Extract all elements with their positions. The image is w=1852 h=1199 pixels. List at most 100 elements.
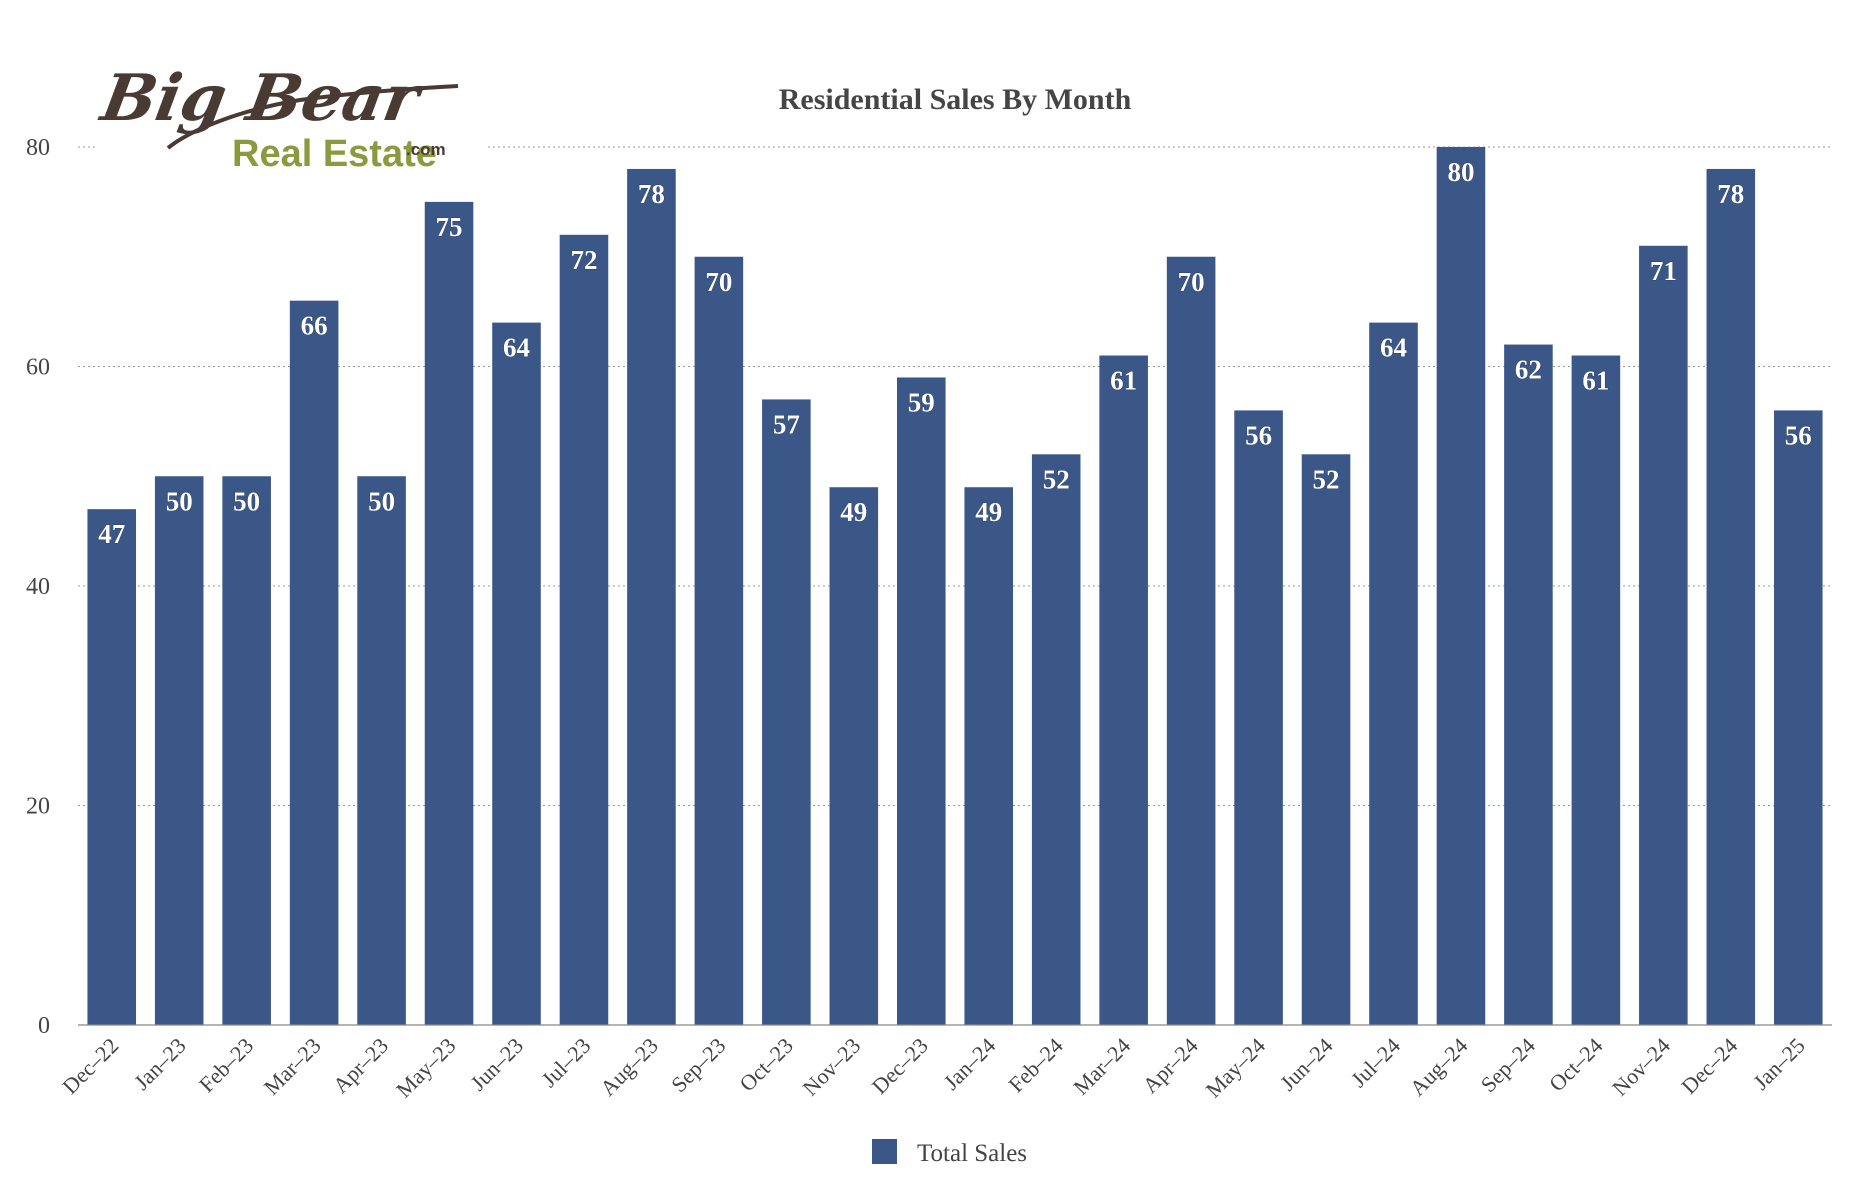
data-label: 64 — [503, 333, 530, 363]
bars — [87, 147, 1823, 1026]
bar — [896, 377, 946, 1026]
y-tick-label: 20 — [26, 794, 50, 820]
y-tick-label: 80 — [26, 135, 50, 161]
x-tick-label: May–23 — [391, 1033, 461, 1103]
x-tick-label: Oct–23 — [734, 1033, 797, 1096]
logo-line1: Big Bear — [94, 60, 429, 135]
x-tick-label: Oct–24 — [1544, 1033, 1607, 1096]
x-tick-label: Sep–24 — [1476, 1033, 1540, 1097]
logo-suffix: .com — [406, 140, 446, 159]
x-tick-label: Apr–23 — [328, 1033, 393, 1098]
x-tick-label: Aug–24 — [1405, 1033, 1473, 1101]
bar — [424, 201, 474, 1025]
x-tick-label: Jul–24 — [1346, 1033, 1405, 1092]
bar — [559, 234, 609, 1026]
bar — [1301, 454, 1351, 1025]
logo-background — [96, 50, 486, 180]
data-label: 66 — [301, 311, 328, 341]
y-tick-label: 40 — [26, 574, 50, 600]
data-label: 80 — [1447, 157, 1474, 187]
bar — [154, 476, 204, 1025]
x-tick-label: Dec–24 — [1676, 1033, 1742, 1099]
y-tick-label: 0 — [38, 1013, 50, 1039]
data-label: 49 — [975, 497, 1002, 527]
x-tick-label: Nov–23 — [798, 1033, 866, 1101]
data-label: 50 — [166, 486, 193, 516]
bar — [1571, 355, 1621, 1025]
data-label: 72 — [570, 245, 597, 275]
data-label: 56 — [1785, 420, 1812, 450]
x-tick-label: Aug–23 — [595, 1033, 663, 1101]
bar — [222, 476, 271, 1025]
data-label: 57 — [773, 409, 800, 439]
data-label: 70 — [705, 267, 732, 297]
x-tick-label: Jun–24 — [1275, 1033, 1338, 1096]
y-tick-label: 60 — [26, 355, 50, 381]
bar — [1773, 410, 1823, 1025]
x-tick-label: Dec–22 — [57, 1033, 123, 1099]
bar — [1099, 355, 1148, 1025]
logo-line2: Real Estate — [232, 133, 437, 175]
bar — [1639, 245, 1688, 1025]
legend-label: Total Sales — [917, 1140, 1027, 1167]
bar — [1436, 147, 1486, 1025]
data-label: 56 — [1245, 420, 1272, 450]
bar — [627, 168, 676, 1025]
data-label: 47 — [98, 519, 125, 549]
x-tick-label: Feb–24 — [1003, 1033, 1067, 1097]
bar — [964, 487, 1014, 1026]
x-tick-label: Apr–24 — [1137, 1033, 1202, 1098]
y-axis: 0 20 40 60 80 — [26, 135, 50, 1039]
bar — [1166, 256, 1216, 1025]
data-label: 78 — [1717, 179, 1744, 209]
data-labels: 47 50 50 66 50 75 64 72 78 70 57 49 59 49 52 61 70 56 52 64… — [98, 157, 1812, 550]
bar — [1369, 322, 1418, 1026]
bar — [289, 300, 339, 1025]
x-tick-label: Mar–23 — [259, 1033, 326, 1100]
legend: Total Sales — [872, 1139, 1027, 1167]
data-label: 61 — [1582, 366, 1609, 396]
bar — [87, 509, 137, 1025]
data-label: 64 — [1380, 333, 1407, 363]
bar — [694, 256, 744, 1025]
x-tick-label: Jan–24 — [939, 1033, 1001, 1095]
bar — [1706, 168, 1756, 1025]
bar — [829, 487, 879, 1026]
x-tick-label: May–24 — [1201, 1033, 1271, 1103]
legend-swatch — [872, 1139, 897, 1164]
bar — [357, 476, 406, 1025]
logo-swash — [166, 84, 459, 150]
x-tick-label: Sep–23 — [666, 1033, 730, 1097]
data-label: 78 — [638, 179, 665, 209]
data-label: 59 — [908, 387, 935, 417]
data-label: 62 — [1515, 355, 1542, 385]
x-tick-label: Jan–23 — [129, 1033, 191, 1095]
big-bear-logo: Big Bear Real Estate .com — [94, 50, 486, 180]
bar — [1031, 454, 1081, 1025]
x-tick-label: Nov–24 — [1607, 1033, 1675, 1101]
data-label: 75 — [436, 212, 463, 242]
data-label: 71 — [1650, 256, 1677, 286]
data-label: 52 — [1043, 464, 1070, 494]
x-tick-label: Feb–23 — [194, 1033, 258, 1097]
bar — [492, 322, 541, 1026]
x-tick-label: Jan–25 — [1748, 1033, 1810, 1095]
bar — [1504, 344, 1553, 1025]
data-label: 50 — [233, 486, 260, 516]
data-label: 49 — [840, 497, 867, 527]
bar — [1234, 410, 1283, 1025]
x-tick-label: Dec–23 — [867, 1033, 933, 1099]
grid-lines — [78, 146, 1832, 806]
data-label: 52 — [1313, 464, 1340, 494]
data-label: 50 — [368, 486, 395, 516]
data-label: 70 — [1178, 267, 1205, 297]
x-tick-label: Jul–23 — [536, 1033, 595, 1092]
x-tick-label: Jun–23 — [465, 1033, 528, 1096]
data-label: 61 — [1110, 366, 1137, 396]
chart-title: Residential Sales By Month — [779, 83, 1132, 116]
bar — [762, 399, 811, 1025]
x-tick-label: Mar–24 — [1068, 1033, 1135, 1100]
